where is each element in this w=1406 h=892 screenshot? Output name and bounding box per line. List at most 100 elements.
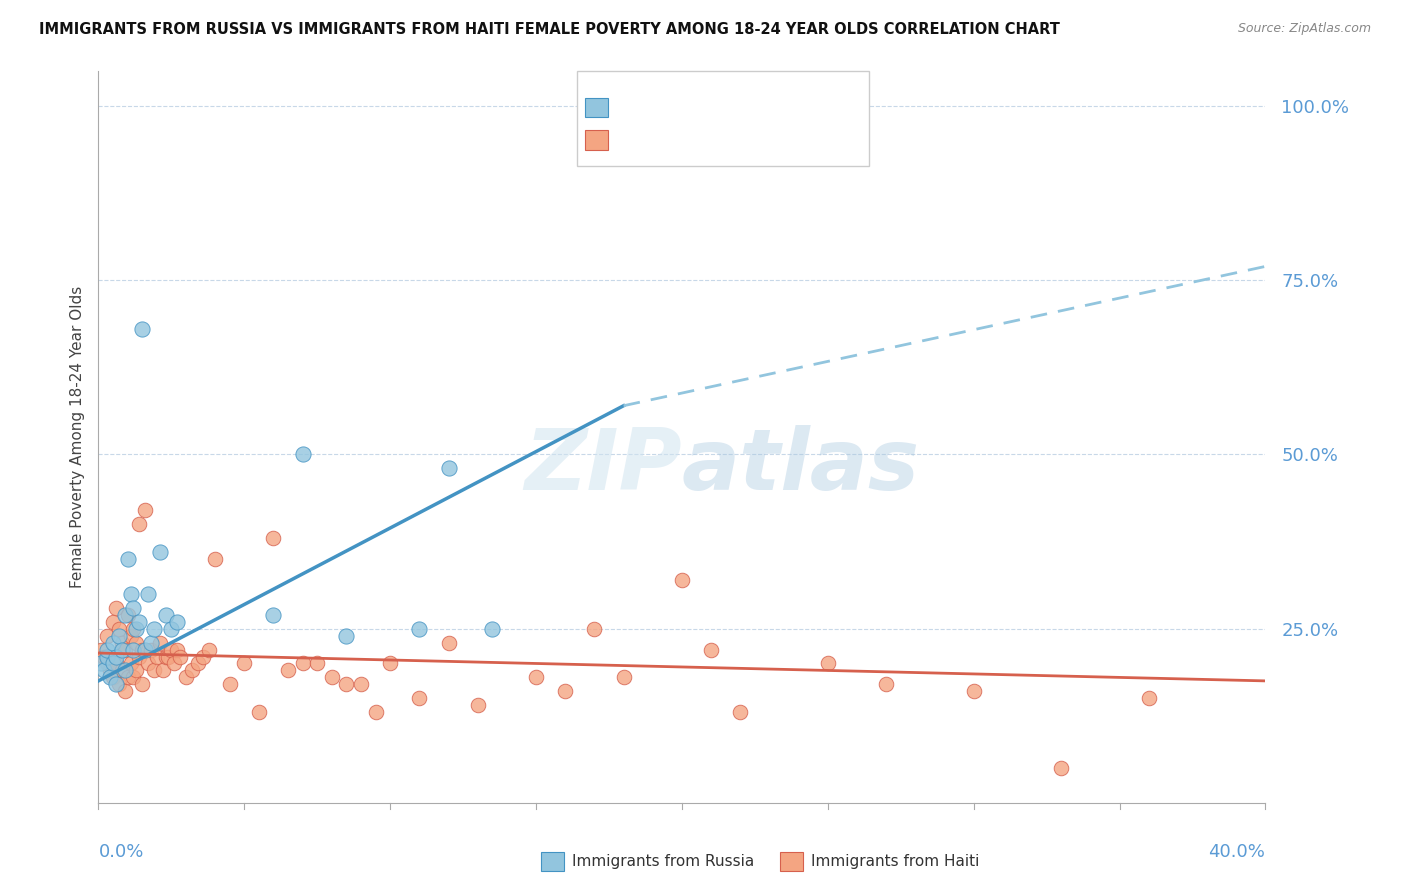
Text: Immigrants from Russia: Immigrants from Russia [572,855,755,869]
Point [467,698,489,713]
Point [120,657,142,671]
Point [117,607,139,622]
Point [122,622,145,636]
Point [174,670,197,684]
Point [307,657,329,671]
Point [157,649,180,664]
Point [1050,761,1073,775]
Point [104,657,127,671]
Point [101,615,124,629]
Point [122,642,145,657]
Point [104,649,127,664]
Point [380,657,402,671]
Point [149,635,172,649]
Point [111,635,134,649]
Point [114,607,136,622]
Point [291,448,314,462]
Point [104,677,127,691]
Point [93,664,115,678]
Text: R =  0.322   N = 35: R = 0.322 N = 35 [616,100,773,115]
Point [120,629,142,643]
Point [104,600,127,615]
Point [134,642,156,657]
Point [335,677,357,691]
Point [169,649,191,664]
Point [117,670,139,684]
Point [335,629,357,643]
Point [146,649,169,664]
Point [408,691,430,706]
Point [98,670,121,684]
Point [142,622,165,636]
Point [155,607,177,622]
Point [817,657,839,671]
Point [364,705,387,719]
Point [180,664,202,678]
Point [96,629,118,643]
Point [152,664,174,678]
Point [93,649,115,664]
Point [155,649,177,664]
Point [111,664,134,678]
Point [101,657,124,671]
Y-axis label: Female Poverty Among 18-24 Year Olds: Female Poverty Among 18-24 Year Olds [69,286,84,588]
Point [350,677,373,691]
Point [139,635,162,649]
Point [277,664,299,678]
Point [98,664,121,678]
Point [120,587,142,601]
Point [730,705,752,719]
Point [321,670,343,684]
Point [437,461,460,475]
Point [612,670,634,684]
Point [598,134,620,148]
Point [114,684,136,698]
Point [962,684,984,698]
Point [111,642,134,657]
Point [166,642,188,657]
Text: Source: ZipAtlas.com: Source: ZipAtlas.com [1237,22,1371,36]
Point [128,615,150,629]
Point [125,622,148,636]
Point [125,635,148,649]
Point [136,587,159,601]
Text: ZIP: ZIP [524,425,682,508]
Point [163,657,186,671]
Point [583,622,606,636]
Point [90,657,112,671]
Point [700,642,723,657]
Point [136,657,159,671]
Point [128,649,150,664]
Point [262,607,284,622]
Point [166,615,188,629]
Point [437,635,460,649]
Point [101,670,124,684]
Point [117,552,139,566]
Text: atlas: atlas [682,425,920,508]
Point [108,677,131,691]
Point [131,677,153,691]
Point [96,657,118,671]
Text: R = -0.089   N = 73: R = -0.089 N = 73 [616,132,773,147]
Point [875,677,897,691]
Point [122,600,145,615]
Point [149,545,172,559]
Point [262,531,284,545]
Point [193,649,215,664]
Point [125,664,148,678]
Point [108,629,131,643]
Point [671,573,693,587]
Point [524,670,547,684]
Point [247,705,270,719]
Point [1137,691,1160,706]
Point [160,622,183,636]
Point [160,642,183,657]
Point [96,649,118,664]
Point [108,622,131,636]
Point [139,642,162,657]
Text: IMMIGRANTS FROM RUSSIA VS IMMIGRANTS FROM HAITI FEMALE POVERTY AMONG 18-24 YEAR : IMMIGRANTS FROM RUSSIA VS IMMIGRANTS FRO… [39,22,1060,37]
Point [481,622,503,636]
Point [142,664,165,678]
Point [114,642,136,657]
Point [218,677,240,691]
